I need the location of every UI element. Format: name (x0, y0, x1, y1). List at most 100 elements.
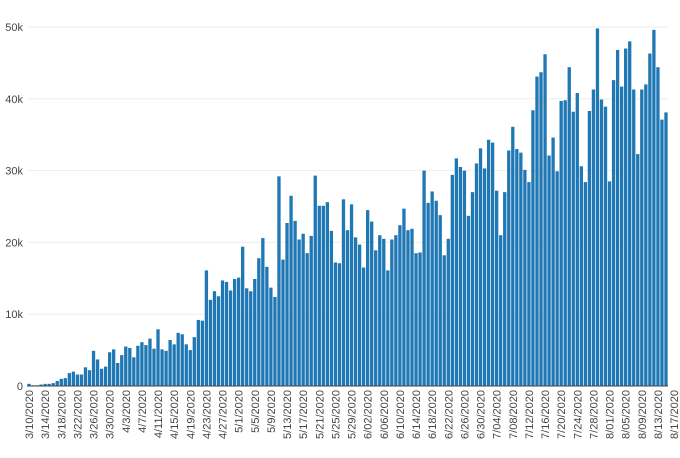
bar[interactable] (196, 319, 200, 386)
bar[interactable] (418, 252, 422, 386)
bar[interactable] (95, 359, 100, 386)
bar[interactable] (160, 349, 164, 386)
bar[interactable] (216, 296, 221, 386)
bar[interactable] (535, 76, 539, 386)
bar[interactable] (128, 347, 132, 386)
bar[interactable] (357, 244, 362, 386)
bar[interactable] (309, 235, 313, 386)
bar[interactable] (188, 350, 192, 386)
bar[interactable] (378, 235, 382, 386)
bar[interactable] (341, 199, 346, 386)
bar[interactable] (249, 291, 253, 386)
bar[interactable] (579, 166, 583, 386)
bar[interactable] (595, 28, 600, 386)
bar[interactable] (349, 204, 354, 386)
bar[interactable] (615, 49, 620, 386)
bar[interactable] (172, 344, 176, 386)
bar[interactable] (47, 383, 51, 386)
bar[interactable] (495, 190, 499, 386)
bar[interactable] (490, 142, 495, 386)
bar[interactable] (329, 230, 334, 386)
bar[interactable] (575, 93, 579, 386)
bar[interactable] (176, 332, 180, 386)
bar[interactable] (499, 235, 503, 386)
bar[interactable] (228, 290, 233, 386)
bar[interactable] (442, 255, 446, 386)
bar[interactable] (551, 137, 555, 386)
bar[interactable] (220, 280, 225, 386)
bar[interactable] (164, 350, 168, 386)
bar[interactable] (458, 167, 463, 386)
bar[interactable] (628, 41, 632, 387)
bar[interactable] (27, 383, 31, 386)
bar[interactable] (212, 291, 217, 386)
bar[interactable] (353, 237, 358, 386)
bar[interactable] (289, 195, 293, 386)
bar[interactable] (611, 80, 616, 386)
bar[interactable] (253, 279, 257, 386)
bar[interactable] (43, 383, 47, 386)
bar[interactable] (285, 223, 289, 386)
bar[interactable] (515, 149, 519, 386)
bar[interactable] (571, 111, 575, 386)
bar[interactable] (224, 281, 229, 386)
bar[interactable] (446, 238, 450, 386)
bar[interactable] (297, 239, 301, 386)
bar[interactable] (559, 100, 563, 386)
bar[interactable] (434, 200, 438, 386)
bar[interactable] (503, 192, 507, 386)
bar[interactable] (563, 100, 567, 387)
bar[interactable] (301, 233, 305, 386)
bar[interactable] (87, 370, 92, 386)
bar[interactable] (531, 110, 535, 386)
bar[interactable] (478, 148, 483, 386)
bar[interactable] (277, 176, 281, 386)
bar[interactable] (261, 238, 265, 386)
bar[interactable] (180, 334, 184, 386)
bar[interactable] (136, 345, 140, 386)
bar[interactable] (337, 263, 342, 386)
bar[interactable] (523, 169, 527, 386)
bar[interactable] (660, 119, 664, 387)
bar[interactable] (325, 202, 329, 386)
bar[interactable] (305, 253, 309, 386)
bar[interactable] (313, 175, 317, 386)
bar[interactable] (555, 171, 559, 386)
bar[interactable] (462, 170, 467, 386)
bar[interactable] (450, 174, 454, 386)
bar[interactable] (168, 340, 172, 386)
bar[interactable] (539, 72, 543, 386)
bar[interactable] (394, 235, 398, 386)
bar[interactable] (208, 299, 213, 386)
bar[interactable] (390, 239, 394, 386)
bar[interactable] (75, 374, 80, 386)
bar[interactable] (527, 182, 531, 386)
bar[interactable] (624, 48, 628, 386)
bar[interactable] (317, 205, 321, 386)
bar[interactable] (648, 53, 652, 386)
bar[interactable] (273, 296, 277, 386)
bar[interactable] (91, 350, 96, 386)
bar[interactable] (632, 89, 636, 386)
bar[interactable] (543, 54, 547, 386)
bar[interactable] (607, 181, 612, 386)
bar[interactable] (103, 366, 108, 386)
bar[interactable] (664, 112, 668, 386)
bar[interactable] (120, 355, 124, 386)
bar[interactable] (406, 230, 410, 386)
bar[interactable] (398, 225, 402, 386)
bar[interactable] (83, 367, 88, 386)
bar[interactable] (148, 338, 152, 386)
bar[interactable] (438, 215, 442, 386)
bar[interactable] (374, 250, 378, 386)
bar[interactable] (599, 99, 604, 387)
bar[interactable] (644, 84, 648, 386)
bar[interactable] (547, 155, 551, 386)
bar[interactable] (430, 191, 434, 386)
bar[interactable] (107, 352, 112, 386)
bar[interactable] (656, 67, 660, 387)
bar[interactable] (156, 329, 160, 386)
bar[interactable] (636, 154, 640, 386)
bar[interactable] (426, 202, 430, 386)
bar[interactable] (511, 126, 515, 387)
